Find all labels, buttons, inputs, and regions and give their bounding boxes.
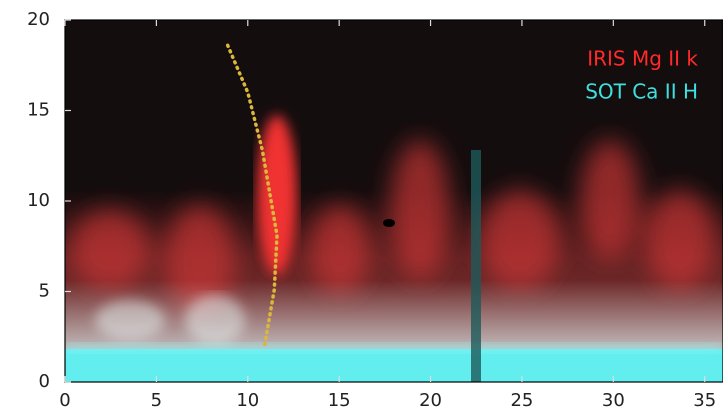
legend-entry: SOT Ca II H bbox=[585, 80, 698, 104]
y-tick-label: 5 bbox=[39, 281, 50, 302]
x-tick-label: 30 bbox=[602, 390, 625, 411]
x-tick-label: 20 bbox=[419, 390, 442, 411]
y-tick-label: 15 bbox=[27, 100, 50, 121]
y-tick-label: 0 bbox=[39, 371, 50, 392]
x-tick-label: 15 bbox=[328, 390, 351, 411]
y-tick-label: 10 bbox=[27, 190, 50, 211]
x-tick-label: 0 bbox=[59, 390, 70, 411]
x-tick-label: 5 bbox=[151, 390, 162, 411]
trajectory bbox=[225, 43, 279, 350]
y-tick-label: 20 bbox=[27, 9, 50, 30]
x-tick-label: 35 bbox=[693, 390, 716, 411]
legend-entry: IRIS Mg II k bbox=[587, 47, 698, 71]
solar-image bbox=[65, 20, 723, 382]
x-tick-label: 25 bbox=[510, 390, 533, 411]
legend: IRIS Mg II k SOT Ca II H bbox=[585, 47, 698, 104]
x-tick-label: 10 bbox=[236, 390, 259, 411]
